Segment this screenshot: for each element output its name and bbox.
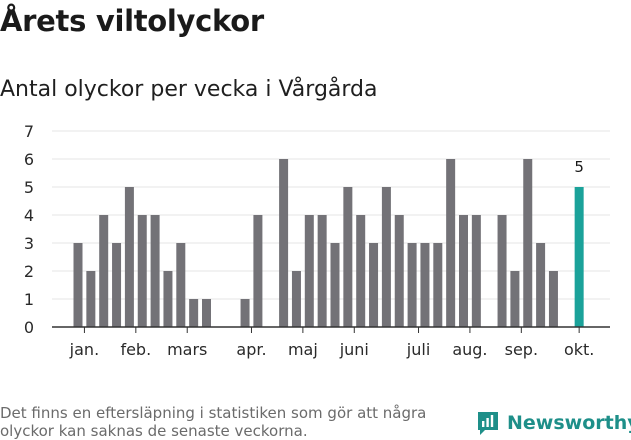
bar [381, 187, 391, 327]
bar [73, 243, 83, 327]
bar [330, 243, 340, 327]
bar [112, 243, 122, 327]
chart-subtitle: Antal olyckor per vecka i Vårgårda [0, 77, 378, 102]
bar [356, 215, 366, 327]
bar [137, 215, 147, 327]
bar [343, 187, 353, 327]
bar [240, 299, 250, 327]
brand-name: Newsworthy [507, 412, 631, 434]
y-tick-label: 0 [24, 318, 34, 337]
footnote: Det finns en eftersläpning i statistiken… [0, 404, 427, 440]
bar [124, 187, 134, 327]
x-tick-label: feb. [120, 340, 151, 359]
x-tick-label: apr. [236, 340, 266, 359]
bar [459, 215, 468, 327]
bar [253, 215, 263, 327]
x-tick-label: mars [167, 340, 207, 359]
x-tick-label: okt. [564, 340, 594, 359]
bar [433, 243, 443, 327]
bar [497, 215, 507, 327]
y-tick-label: 3 [24, 234, 34, 253]
bar [420, 243, 430, 327]
bar [291, 271, 301, 327]
x-tick-label: jan. [69, 340, 99, 359]
bar [548, 271, 558, 327]
bar [394, 215, 404, 327]
bar [471, 215, 481, 327]
x-tick-label: maj [288, 340, 318, 359]
bar [99, 215, 109, 327]
y-tick-label: 5 [24, 178, 34, 197]
x-tick-label: juni [339, 340, 369, 359]
y-tick-label: 2 [24, 262, 34, 281]
bar [86, 271, 96, 327]
bar [523, 159, 533, 327]
bar [369, 243, 379, 327]
data-label: 5 [574, 158, 584, 176]
bar [407, 243, 417, 327]
bar [163, 271, 173, 327]
bar-chart: 0 1 2 3 4 5 6 7 jan. feb. mars apr. maj juni juli aug. s… [24, 122, 610, 359]
bar [304, 215, 314, 327]
bar [574, 187, 584, 327]
x-tick-label: aug. [452, 340, 487, 359]
y-tick-label: 7 [24, 122, 34, 141]
newsworthy-logo-icon [478, 412, 498, 435]
bar [317, 215, 327, 327]
bar [536, 243, 546, 327]
bar [446, 159, 456, 327]
bar [150, 215, 160, 327]
bar [510, 271, 520, 327]
bar [176, 243, 186, 327]
y-tick-label: 6 [24, 150, 34, 169]
y-tick-label: 1 [24, 290, 34, 309]
brand-logo: Newsworthy [476, 408, 631, 438]
bar [189, 299, 199, 327]
bar [279, 159, 289, 327]
bar [202, 299, 211, 327]
x-tick-label: sep. [505, 340, 538, 359]
y-tick-label: 4 [24, 206, 34, 225]
x-tick-label: juli [406, 340, 430, 359]
chart-title: Årets viltolyckor [0, 4, 264, 38]
